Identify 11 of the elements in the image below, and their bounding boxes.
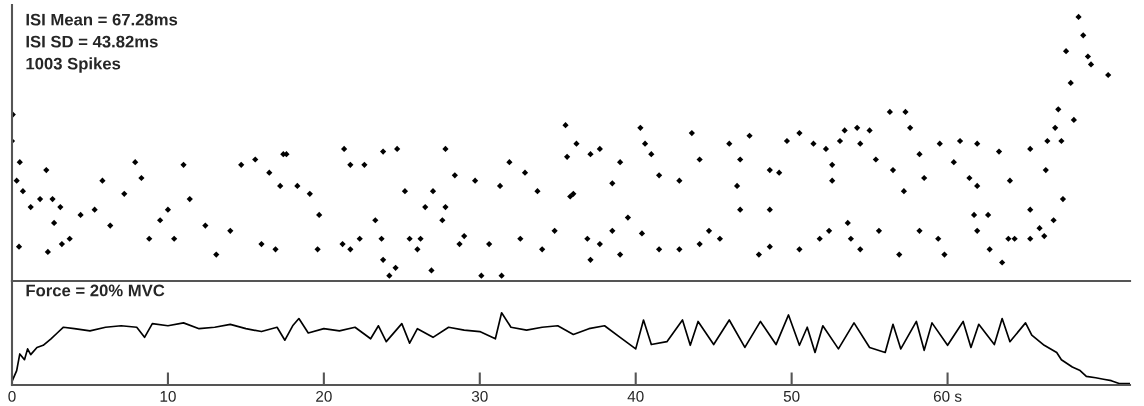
x-tick-label: 40 <box>627 390 644 402</box>
annotation: 1003 Spikes <box>26 57 121 73</box>
annotation: ISI Mean = 67.28ms <box>26 13 178 26</box>
x-tick-label: 0 <box>8 390 16 402</box>
x-tick-label: 20 <box>316 390 332 402</box>
x-tick-label: 30 <box>471 390 488 402</box>
x-tick-label: 10 <box>160 390 176 402</box>
annotation: ISI SD = 43.82ms <box>26 35 158 48</box>
x-tick-label: 50 <box>783 390 800 402</box>
text: Force = 20% MVC <box>26 284 165 297</box>
x-tick-label: 60 s <box>933 390 962 402</box>
